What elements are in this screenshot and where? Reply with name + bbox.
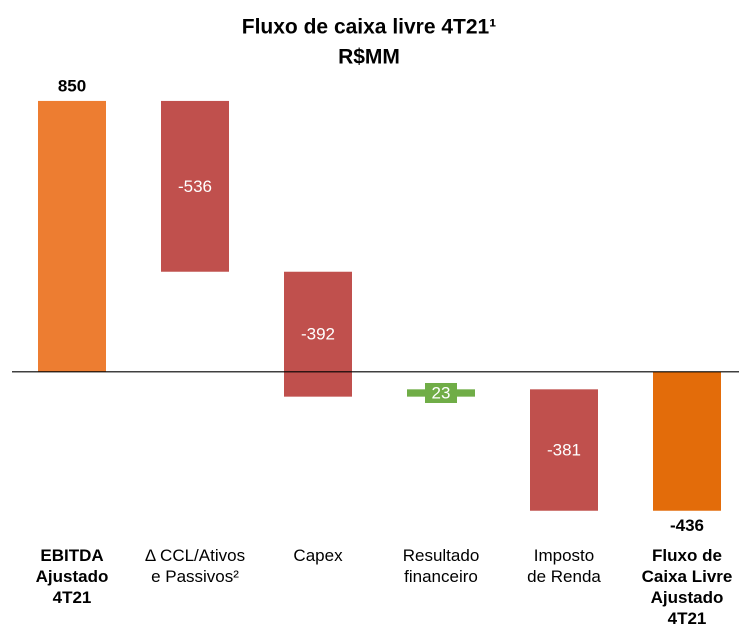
chart-title: Fluxo de caixa livre 4T21¹ [242,16,496,39]
bar [161,100,229,272]
data-label: -392 [301,325,335,344]
x-tick-label: Fluxo de Caixa Livre Ajustado 4T21 [641,546,733,628]
label-box [425,382,457,403]
data-label: 850 [58,76,86,95]
data-label: -381 [547,441,581,460]
x-tick-label: Capex [293,546,343,565]
data-label: 23 [432,383,451,402]
x-tick-label: Imposto de Renda [527,546,601,586]
x-tick-label: EBITDA Ajustado 4T21 [35,546,109,607]
chart-subtitle: R$MM [338,46,400,69]
x-tick-label: Δ CCL/Ativos e Passivos² [144,546,246,586]
bar [38,100,106,372]
x-tick-label: Resultado financeiro [402,546,480,586]
bar [653,371,721,511]
data-label: -536 [178,177,212,196]
bar [530,389,598,511]
bar [284,271,352,397]
data-label: -436 [670,516,704,535]
